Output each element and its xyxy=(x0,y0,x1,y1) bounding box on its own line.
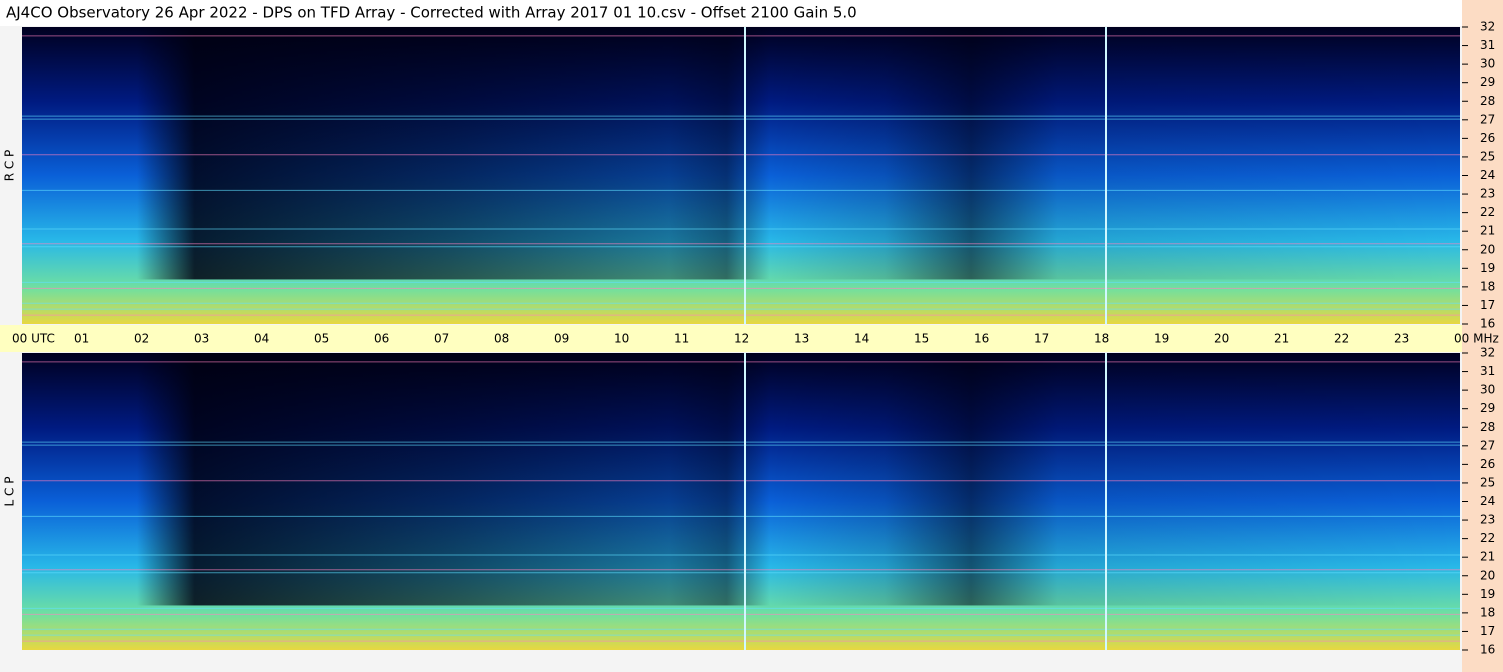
y-tick-label: 17 xyxy=(1480,298,1495,312)
x-tick-label: 17 xyxy=(1034,332,1049,346)
y-tick-label: 28 xyxy=(1480,94,1495,108)
x-tick-label: 14 xyxy=(854,332,869,346)
title: AJ4CO Observatory 26 Apr 2022 - DPS on T… xyxy=(6,4,857,22)
polarization-label: L C P xyxy=(3,477,17,507)
y-tick-label: 26 xyxy=(1480,457,1495,471)
y-tick-label: 28 xyxy=(1480,420,1495,434)
y-tick-label: 32 xyxy=(1480,20,1495,34)
x-tick-label: 11 xyxy=(674,332,689,346)
x-tick-label: 03 xyxy=(194,332,209,346)
spectrogram-shade xyxy=(22,27,1460,280)
title-bar xyxy=(0,0,1462,26)
y-tick-label: 23 xyxy=(1480,187,1495,201)
y-tick-label: 26 xyxy=(1480,131,1495,145)
y-tick-label: 30 xyxy=(1480,383,1495,397)
y-tick-label: 17 xyxy=(1480,624,1495,638)
y-tick-label: 25 xyxy=(1480,475,1495,489)
x-tick-label: 12 xyxy=(734,332,749,346)
y-tick-label: 31 xyxy=(1480,364,1495,378)
y-tick-label: 16 xyxy=(1480,643,1495,657)
y-tick-label: 19 xyxy=(1480,587,1495,601)
time-strip xyxy=(0,325,1462,352)
y-tick-label: 24 xyxy=(1480,494,1495,508)
y-tick-label: 25 xyxy=(1480,149,1495,163)
x-tick-label: 09 xyxy=(554,332,569,346)
y-tick-label: 24 xyxy=(1480,168,1495,182)
x-tick-label: 20 xyxy=(1214,332,1229,346)
y-tick-label: 27 xyxy=(1480,112,1495,126)
y-tick-label: 32 xyxy=(1480,346,1495,360)
x-tick-label: 13 xyxy=(794,332,809,346)
x-tick-label: 06 xyxy=(374,332,389,346)
x-tick-label: 05 xyxy=(314,332,329,346)
y-tick-label: 18 xyxy=(1480,279,1495,293)
x-tick-label: 18 xyxy=(1094,332,1109,346)
x-tick-label: 23 xyxy=(1394,332,1409,346)
y-tick-label: 29 xyxy=(1480,401,1495,415)
x-tick-label: 04 xyxy=(254,332,269,346)
spectrogram-shade xyxy=(22,353,1460,606)
x-tick-label: 08 xyxy=(494,332,509,346)
y-tick-label: 30 xyxy=(1480,57,1495,71)
x-tick-label: 00 MHz xyxy=(1454,332,1499,346)
polarization-label: R C P xyxy=(3,150,17,182)
x-tick-label: 15 xyxy=(914,332,929,346)
x-tick-label: 02 xyxy=(134,332,149,346)
x-tick-label: 07 xyxy=(434,332,449,346)
y-tick-label: 22 xyxy=(1480,205,1495,219)
y-tick-label: 29 xyxy=(1480,75,1495,89)
y-tick-label: 22 xyxy=(1480,531,1495,545)
y-tick-label: 20 xyxy=(1480,568,1495,582)
y-tick-label: 21 xyxy=(1480,550,1495,564)
y-tick-label: 16 xyxy=(1480,317,1495,331)
y-tick-label: 23 xyxy=(1480,513,1495,527)
x-tick-label: 19 xyxy=(1154,332,1169,346)
x-tick-label: 22 xyxy=(1334,332,1349,346)
x-tick-label: 00 UTC xyxy=(12,332,55,346)
y-tick-label: 18 xyxy=(1480,605,1495,619)
x-tick-label: 10 xyxy=(614,332,629,346)
x-tick-label: 21 xyxy=(1274,332,1289,346)
x-tick-label: 01 xyxy=(74,332,89,346)
y-tick-label: 27 xyxy=(1480,438,1495,452)
y-tick-label: 31 xyxy=(1480,38,1495,52)
y-tick-label: 19 xyxy=(1480,261,1495,275)
freq-strip xyxy=(1462,0,1503,672)
y-tick-label: 21 xyxy=(1480,224,1495,238)
x-tick-label: 16 xyxy=(974,332,989,346)
y-tick-label: 20 xyxy=(1480,242,1495,256)
